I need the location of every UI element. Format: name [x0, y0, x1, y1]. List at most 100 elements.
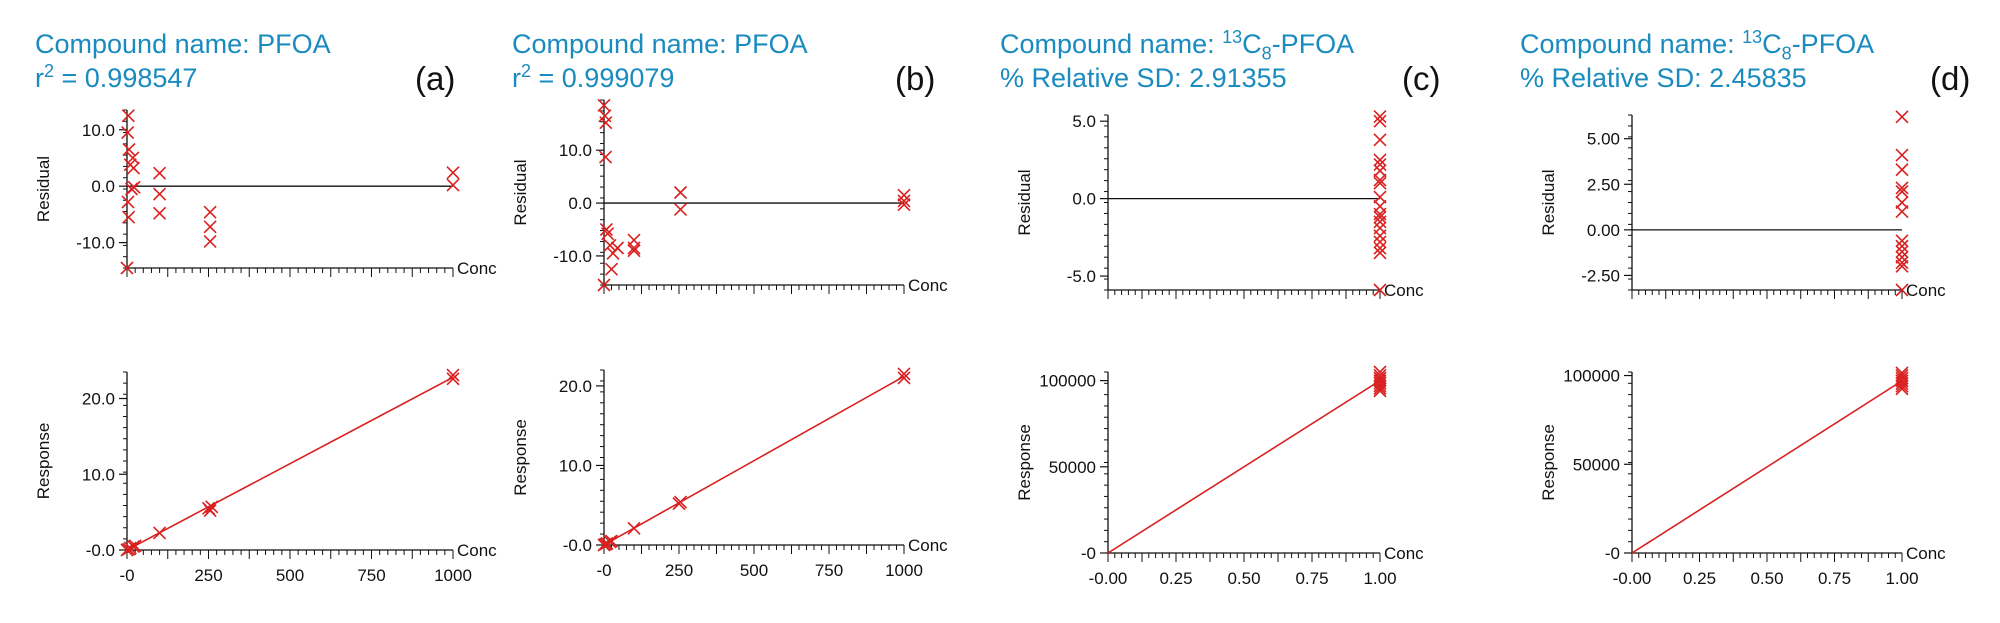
data-point — [446, 166, 460, 180]
x-tick-label: 1.00 — [1363, 569, 1396, 588]
y-tick-label: 50000 — [1573, 455, 1620, 474]
x-tick-label: -0 — [119, 566, 134, 585]
x-axis-label: Conc — [1384, 281, 1424, 300]
data-point — [1895, 205, 1909, 219]
data-point — [1895, 382, 1909, 396]
data-point — [203, 205, 217, 219]
panel-c: Compound name: 13C8-PFOA % Relative SD: … — [1000, 0, 1500, 623]
y-axis-label: Response — [34, 423, 53, 500]
fit-statistic: % Relative SD: 2.45835 — [1520, 63, 1807, 93]
data-point — [122, 210, 136, 224]
data-point — [673, 185, 688, 200]
data-point — [673, 202, 688, 216]
y-tick-label: 5.00 — [1587, 130, 1620, 149]
data-point — [604, 534, 619, 548]
x-tick-label: 1.00 — [1885, 569, 1918, 588]
data-point — [153, 206, 167, 220]
y-tick-label: 0.0 — [1072, 190, 1096, 209]
data-point — [627, 244, 641, 258]
panel-b: Compound name: PFOA r2 = 0.999079 (b) 10… — [511, 0, 1012, 623]
fit-line — [126, 376, 454, 551]
data-point — [1895, 163, 1909, 177]
data-point — [627, 521, 641, 535]
data-point — [1373, 190, 1387, 204]
response-plot: 20.0 10.0 -0.0-0 250 500 750 1000 Conc Response — [511, 367, 948, 580]
data-point — [1895, 239, 1909, 253]
data-point — [126, 161, 141, 175]
x-tick-label: -0.00 — [1613, 569, 1652, 588]
x-tick-label: 1000 — [434, 566, 472, 585]
response-plot: 20.0 10.0 -0.0-0 250 500 750 1000 Conc Response — [34, 368, 497, 585]
data-point — [897, 371, 911, 385]
fit-statistic: r2 = 0.999079 — [512, 61, 675, 93]
y-tick-label: 0.0 — [568, 194, 592, 213]
data-point — [1895, 148, 1909, 162]
data-point — [446, 372, 460, 386]
data-point — [122, 142, 136, 157]
data-point — [597, 98, 611, 112]
x-tick-label: 0.75 — [1818, 569, 1851, 588]
data-point — [1373, 109, 1387, 124]
data-point — [1373, 173, 1387, 187]
data-point — [1895, 110, 1909, 124]
y-tick-label: -0 — [1081, 544, 1096, 563]
fit-line — [603, 375, 905, 546]
x-tick-label: 750 — [357, 566, 385, 585]
data-point — [127, 180, 141, 194]
data-point — [1373, 133, 1387, 147]
response-plot: 100000 50000 -0 -0.00 0.25 0.50 0.75 1.00 Conc Re… — [1015, 365, 1424, 588]
data-point — [1895, 234, 1909, 248]
y-axis-label: Residual — [511, 159, 530, 225]
panel-plots: 10.0 0.0 -10.0 Conc Residual 20.0 10.0 -0.0-0 25… — [34, 109, 497, 585]
x-axis-label: Conc — [1384, 544, 1424, 563]
y-tick-label: -10.0 — [553, 247, 592, 266]
y-axis-label: Residual — [1015, 169, 1034, 235]
y-tick-label: 10.0 — [559, 141, 592, 160]
y-tick-label: 50000 — [1049, 458, 1096, 477]
x-axis-label: Conc — [908, 536, 948, 555]
y-tick-label: 20.0 — [559, 377, 592, 396]
data-point — [627, 241, 641, 255]
y-tick-label: 2.50 — [1587, 175, 1620, 194]
y-tick-label: -2.50 — [1581, 266, 1620, 285]
y-tick-label: 100000 — [1563, 367, 1620, 386]
compound-name: Compound name: 13C8-PFOA — [1000, 27, 1355, 64]
data-point — [203, 504, 217, 518]
panel-a: Compound name: PFOA r2 = 0.998547 (a) 10… — [34, 0, 535, 623]
data-point — [897, 194, 911, 208]
y-axis-label: Response — [511, 419, 530, 496]
x-tick-label: 0.25 — [1683, 569, 1716, 588]
compound-name: Compound name: PFOA — [512, 29, 808, 59]
x-tick-label: 500 — [276, 566, 304, 585]
data-point — [601, 227, 615, 241]
response-plot: 100000 50000 -0 -0.00 0.25 0.50 0.75 1.00 Conc Re… — [1539, 366, 1946, 588]
panel-d: Compound name: 13C8-PFOA % Relative SD: … — [1520, 0, 2000, 623]
panel-label: (c) — [1402, 60, 1441, 97]
data-point — [153, 166, 167, 180]
data-point — [153, 187, 167, 201]
data-point — [597, 278, 611, 292]
data-point — [203, 234, 217, 249]
fit-line — [1631, 380, 1903, 554]
fit-statistic: % Relative SD: 2.91355 — [1000, 63, 1287, 93]
y-tick-label: 10.0 — [82, 121, 115, 140]
data-point — [1895, 184, 1909, 199]
data-point — [126, 151, 140, 165]
data-point — [1373, 215, 1387, 229]
y-tick-label: 10.0 — [559, 456, 592, 475]
x-tick-label: -0 — [596, 561, 611, 580]
panel-label: (b) — [895, 60, 936, 97]
data-point — [598, 150, 613, 164]
data-point — [121, 195, 135, 209]
data-point — [897, 198, 911, 212]
x-axis-label: Conc — [457, 259, 497, 278]
x-tick-label: 0.50 — [1227, 569, 1260, 588]
data-point — [1373, 241, 1387, 255]
y-axis-label: Residual — [1539, 169, 1558, 235]
data-point — [1373, 229, 1387, 243]
data-point — [1373, 157, 1387, 172]
fit-statistic: r2 = 0.998547 — [35, 61, 198, 93]
y-tick-label: 10.0 — [82, 465, 115, 484]
data-point — [1895, 283, 1909, 297]
y-axis-label: Response — [1539, 424, 1558, 501]
